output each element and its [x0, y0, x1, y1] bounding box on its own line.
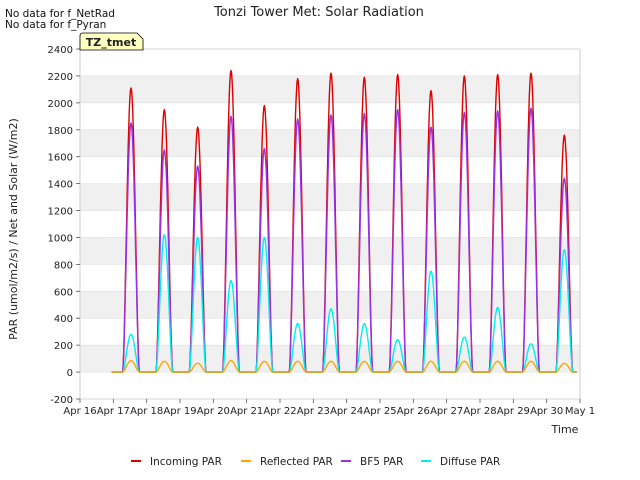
x-tick-label: Apr 26: [397, 406, 430, 417]
plot-band: [80, 183, 580, 211]
x-tick-label: Apr 27: [430, 406, 463, 417]
y-tick-label: 600: [54, 287, 73, 298]
legend-label: Incoming PAR: [150, 456, 222, 468]
x-tick-label: Apr 29: [497, 406, 530, 417]
legend-item-reflected-par: Reflected PAR: [241, 456, 333, 468]
legend-item-diffuse-par: Diffuse PAR: [421, 456, 500, 468]
plot-band: [80, 291, 580, 319]
no-data-note-pyran: No data for f_Pyran: [5, 19, 107, 31]
y-tick-label: 2000: [48, 99, 73, 110]
x-tick-label: May 1: [565, 406, 595, 417]
x-tick-label: Apr 18: [130, 406, 163, 417]
y-tick-label: 400: [54, 314, 73, 325]
plot-band: [80, 49, 580, 76]
y-tick-label: -200: [50, 395, 73, 406]
y-tick-label: 1200: [48, 207, 73, 218]
y-tick-label: 1400: [48, 180, 73, 191]
y-tick-label: 2400: [48, 45, 73, 56]
y-tick-label: 2200: [48, 72, 73, 83]
y-tick-label: 0: [67, 368, 73, 379]
x-tick-label: Apr 23: [297, 406, 330, 417]
x-axis: Apr 16 Apr 17 Apr 18 Apr 19 Apr 20 Apr 21 Apr …: [63, 399, 595, 417]
y-tick-label: 1600: [48, 153, 73, 164]
x-tick-label: Apr 17: [97, 406, 130, 417]
tag-box: TZ_tmet: [79, 32, 144, 51]
x-tick-label: Apr 24: [330, 406, 363, 417]
plot-band: [80, 237, 580, 265]
x-tick-label: Apr 16: [63, 406, 96, 417]
legend-label: BF5 PAR: [360, 456, 403, 468]
chart-title: Tonzi Tower Met: Solar Radiation: [213, 5, 424, 20]
series-line-reflected-par: [111, 359, 577, 373]
y-tick-label: 800: [54, 260, 73, 271]
x-axis-label: Time: [551, 423, 579, 436]
y-tick-label: 200: [54, 341, 73, 352]
plot-band: [80, 318, 580, 346]
legend-label: Diffuse PAR: [440, 456, 500, 468]
tag-label: TZ_tmet: [86, 36, 136, 49]
plot-band: [80, 210, 580, 238]
plot-band: [80, 156, 580, 184]
series-layer: [111, 69, 577, 373]
x-tick-label: Apr 30: [530, 406, 563, 417]
x-tick-label: Apr 25: [363, 406, 396, 417]
legend-item-bf5-par: BF5 PAR: [341, 456, 403, 468]
plot-band: [80, 345, 580, 373]
legend-label: Reflected PAR: [260, 456, 333, 468]
x-tick-label: Apr 22: [263, 406, 296, 417]
x-tick-label: Apr 21: [230, 406, 263, 417]
y-axis: -200 0 200 400 600 800 1000 1200 1400 1600 1800 200…: [48, 45, 80, 406]
plot-band: [80, 372, 580, 399]
x-tick-label: Apr 28: [463, 406, 496, 417]
x-tick-label: Apr 19: [163, 406, 196, 417]
plot-band: [80, 264, 580, 292]
legend-item-incoming-par: Incoming PAR: [131, 456, 222, 468]
legend: Incoming PAR Reflected PAR BF5 PAR Diffuse …: [131, 456, 500, 468]
y-axis-label: PAR (umol/m2/s) / Net and Solar (W/m2): [7, 118, 20, 340]
y-tick-label: 1800: [48, 126, 73, 137]
x-tick-label: Apr 20: [197, 406, 230, 417]
no-data-note-netrad: No data for f_NetRad: [5, 8, 115, 20]
y-tick-label: 1000: [48, 233, 73, 244]
